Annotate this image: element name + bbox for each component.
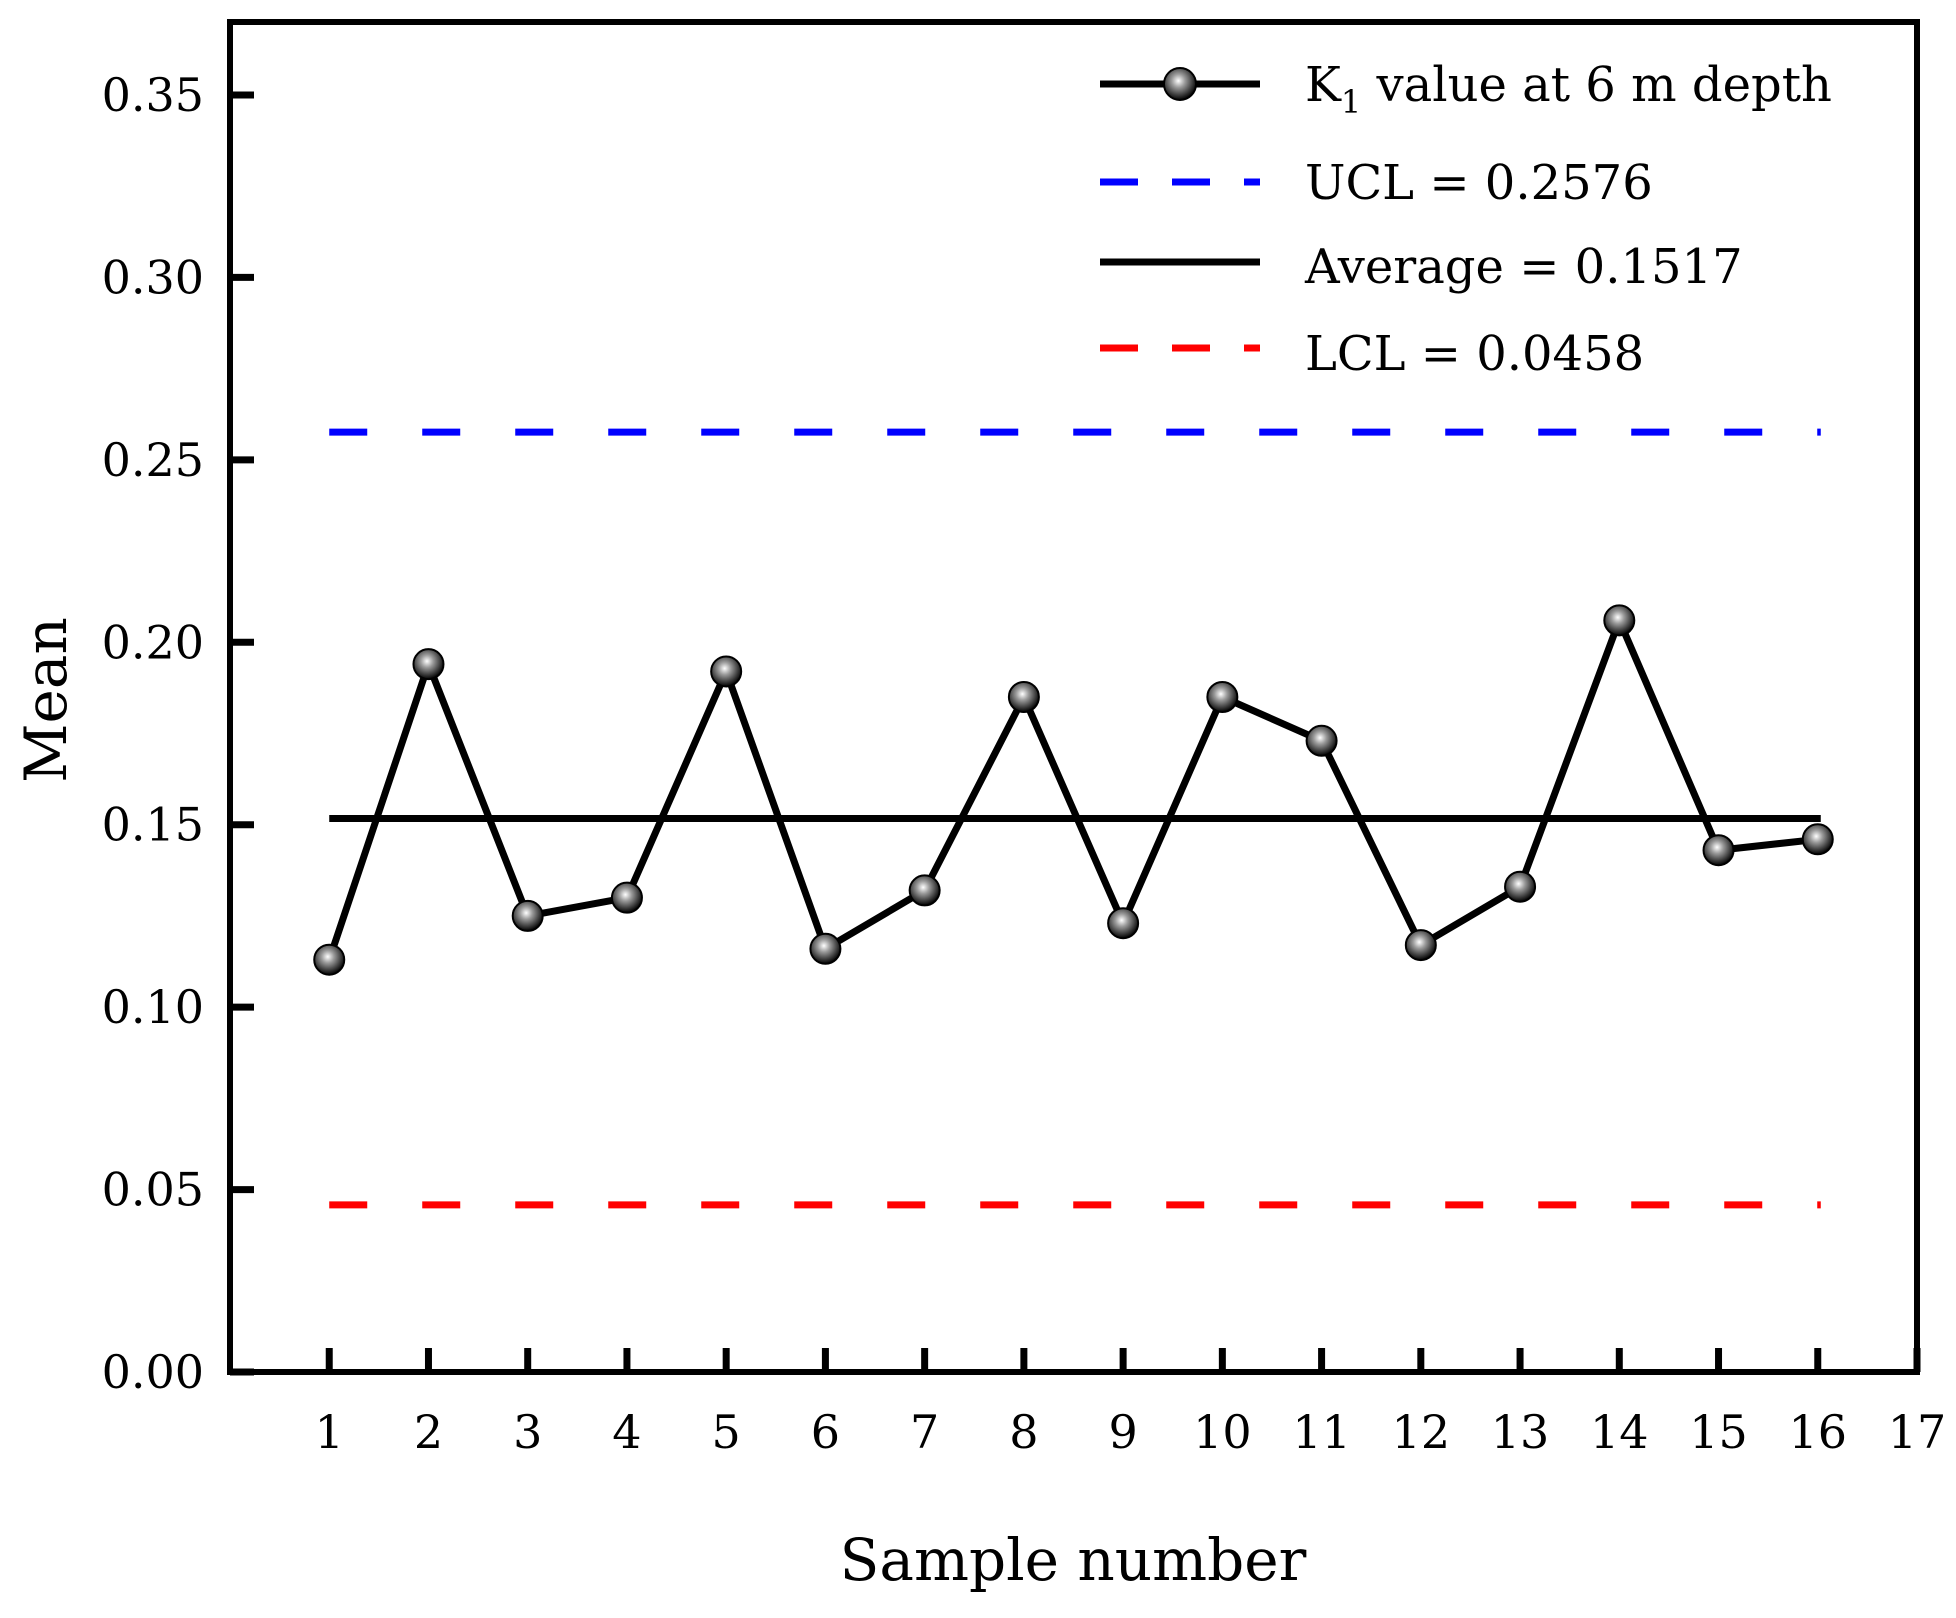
plot-frame xyxy=(227,19,1920,1375)
x-tick-label: 6 xyxy=(811,1405,840,1459)
data-point xyxy=(1107,907,1140,940)
y-tick-label: 0.30 xyxy=(102,250,204,304)
x-tick-label: 8 xyxy=(1009,1405,1038,1459)
data-point xyxy=(1603,604,1636,637)
data-point xyxy=(710,655,743,688)
data-point xyxy=(1702,834,1735,867)
y-tick-label: 0.10 xyxy=(102,980,204,1034)
x-tick-label: 7 xyxy=(910,1405,939,1459)
legend-lcl-label: LCL = 0.0458 xyxy=(1305,326,1644,382)
y-tick-label: 0.25 xyxy=(102,433,204,487)
x-tick-label: 16 xyxy=(1788,1405,1847,1459)
x-tick-label: 3 xyxy=(513,1405,542,1459)
data-point xyxy=(908,874,941,907)
legend-series-marker xyxy=(1163,67,1197,101)
y-tick-label: 0.35 xyxy=(102,68,204,122)
y-axis-title: Mean xyxy=(12,617,80,783)
x-axis: 1 2 3 4 5 6 7 8 9 10 11 12 13 14 15 16 17 xyxy=(315,1348,1947,1459)
x-tick-label: 10 xyxy=(1193,1405,1252,1459)
x-tick-label: 5 xyxy=(712,1405,741,1459)
x-tick-label: 17 xyxy=(1888,1405,1947,1459)
x-tick-label: 9 xyxy=(1108,1405,1137,1459)
legend-series-label-subscript: 1 xyxy=(1341,83,1361,121)
data-point xyxy=(809,932,842,965)
data-point xyxy=(1305,724,1338,757)
y-tick-label: 0.00 xyxy=(102,1345,204,1399)
x-tick-label: 14 xyxy=(1590,1405,1649,1459)
y-axis: 0.00 0.05 0.10 0.15 0.20 0.25 0.30 0.35 xyxy=(102,68,254,1399)
x-tick-label: 2 xyxy=(414,1405,443,1459)
legend-ucl-label: UCL = 0.2576 xyxy=(1305,155,1653,211)
legend-series-label-main: K xyxy=(1305,57,1342,113)
data-point xyxy=(610,881,643,914)
series-line xyxy=(325,616,1819,961)
x-tick-label: 12 xyxy=(1392,1405,1451,1459)
data-point xyxy=(1206,681,1239,713)
x-axis-title: Sample number xyxy=(840,1526,1307,1594)
x-tick-label: 11 xyxy=(1292,1405,1351,1459)
legend-series-label-rest: value at 6 m depth xyxy=(1361,57,1832,113)
x-tick-label: 15 xyxy=(1689,1405,1748,1459)
legend-average-label: Average = 0.1517 xyxy=(1304,239,1743,295)
data-point xyxy=(1007,681,1040,713)
y-tick-label: 0.15 xyxy=(102,798,204,852)
data-point xyxy=(1801,823,1834,856)
legend-series-label: K1 value at 6 m depth xyxy=(1305,57,1832,121)
x-tick-label: 4 xyxy=(612,1405,641,1459)
data-point xyxy=(1504,870,1537,903)
data-point xyxy=(412,648,445,681)
x-tick-label: 13 xyxy=(1491,1405,1550,1459)
x-tick-label: 1 xyxy=(315,1405,344,1459)
data-markers xyxy=(313,604,1834,976)
legend: K1 value at 6 m depth UCL = 0.2576 Avera… xyxy=(1100,57,1832,382)
data-point xyxy=(1404,929,1437,962)
y-tick-label: 0.05 xyxy=(102,1163,204,1217)
data-point xyxy=(511,899,544,932)
data-series xyxy=(325,616,1819,961)
y-tick-label: 0.20 xyxy=(102,615,204,669)
data-point xyxy=(313,943,346,976)
